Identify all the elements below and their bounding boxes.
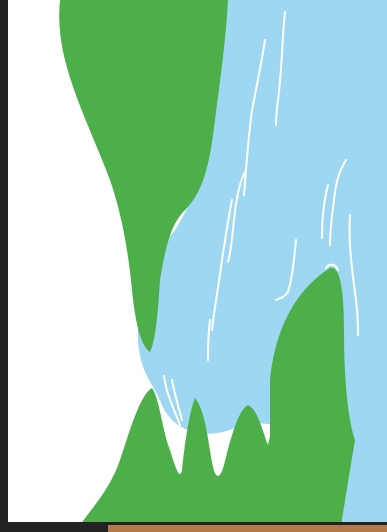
right-cliff-foliage xyxy=(270,267,355,532)
ground-strip xyxy=(108,525,387,532)
bottom-foliage xyxy=(75,388,300,532)
left-cliff-foliage xyxy=(59,0,228,352)
water-streaks xyxy=(163,11,359,426)
frame-left-border xyxy=(0,0,8,532)
